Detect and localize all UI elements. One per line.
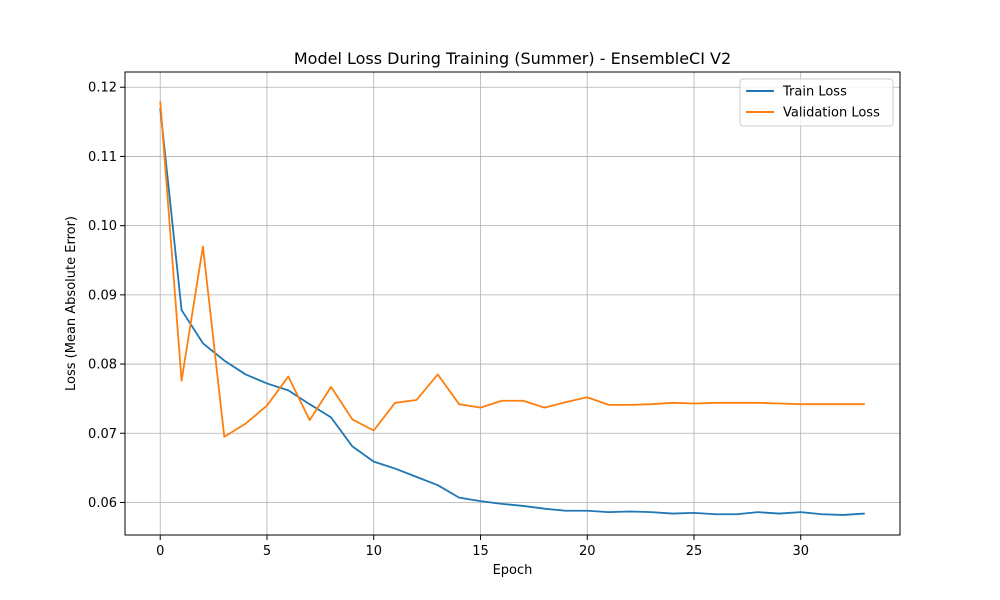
legend-box — [739, 78, 894, 127]
x-tick-label: 15 — [472, 544, 489, 559]
chart-title: Model Loss During Training (Summer) - En… — [294, 49, 731, 68]
grid — [125, 72, 900, 535]
x-tick-label: 5 — [263, 544, 271, 559]
series-line-validation-loss — [159, 101, 865, 438]
y-tick-label: 0.11 — [88, 150, 117, 165]
x-tick-label: 25 — [686, 544, 703, 559]
series-line-train-loss — [159, 107, 865, 516]
x-tick-label: 0 — [156, 544, 164, 559]
x-tick-label: 30 — [792, 544, 809, 559]
y-tick-label: 0.09 — [88, 288, 117, 303]
y-tick-label: 0.12 — [88, 81, 117, 96]
y-tick-label: 0.10 — [88, 219, 117, 234]
x-tick-label: 10 — [365, 544, 382, 559]
y-tick-label: 0.06 — [88, 496, 117, 511]
plot-frame — [124, 71, 901, 536]
x-axis-title: Epoch — [493, 563, 533, 578]
x-axis-ticks: 0 5 10 15 20 25 30 — [156, 535, 809, 559]
legend-label-train-loss: Train Loss — [782, 85, 847, 100]
legend-label-validation-loss: Validation Loss — [783, 106, 880, 121]
series-layer — [159, 101, 865, 516]
y-axis-ticks: 0.06 0.07 0.08 0.09 0.10 0.11 0.12 — [88, 81, 125, 511]
y-tick-label: 0.07 — [88, 427, 117, 442]
y-axis-title: Loss (Mean Absolute Error) — [64, 216, 79, 391]
legend: Train Loss Validation Loss — [739, 78, 894, 127]
y-tick-label: 0.08 — [88, 358, 117, 373]
x-tick-label: 20 — [579, 544, 596, 559]
